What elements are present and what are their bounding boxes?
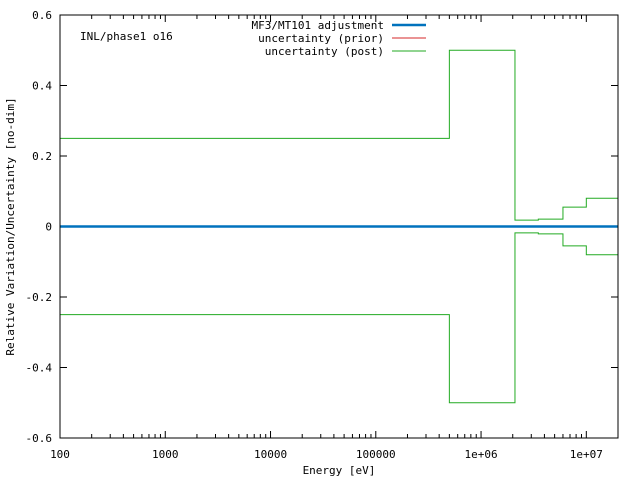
y-tick-label: -0.4: [26, 362, 53, 375]
legend-label: uncertainty (post): [265, 45, 384, 58]
y-tick-label: 0: [45, 221, 52, 234]
y-tick-label: 0.6: [32, 9, 52, 22]
post-uncertainty-upper: [60, 49, 618, 221]
y-tick-label: -0.6: [26, 432, 53, 445]
x-tick-label: 100000: [356, 448, 396, 461]
legend-label: uncertainty (prior): [258, 32, 384, 45]
x-tick-label: 100: [50, 448, 70, 461]
legend-label: MF3/MT101 adjustment: [252, 19, 384, 32]
x-tick-label: 1e+06: [464, 448, 497, 461]
post-uncertainty-lower: [60, 232, 618, 404]
y-tick-label: 0.2: [32, 150, 52, 163]
x-tick-label: 1e+07: [570, 448, 603, 461]
x-axis-label: Energy [eV]: [303, 464, 376, 477]
y-tick-label: 0.4: [32, 80, 52, 93]
x-tick-label: 10000: [254, 448, 287, 461]
x-tick-label: 1000: [152, 448, 179, 461]
plot-frame: [59, 14, 619, 439]
tick-labels: 0.6 0.4 0.2 0 -0.2 -0.4 -0.6 100 1000 10000 100000…: [26, 9, 603, 461]
y-axis-label: Relative Variation/Uncertainty [no-dim]: [4, 97, 17, 355]
y-tick-label: -0.2: [26, 291, 53, 304]
chart-annotation: INL/phase1 o16: [80, 30, 173, 43]
series-layer: [60, 49, 618, 404]
